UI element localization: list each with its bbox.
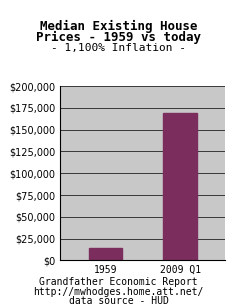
Text: http://mwhodges.home.att.net/: http://mwhodges.home.att.net/ (33, 287, 204, 297)
Text: data source - HUD: data source - HUD (68, 296, 169, 306)
Text: Prices - 1959 vs today: Prices - 1959 vs today (36, 31, 201, 44)
Text: - 1,100% Inflation -: - 1,100% Inflation - (51, 43, 186, 53)
Bar (88, 248, 122, 260)
Text: Median Existing House: Median Existing House (40, 20, 197, 33)
Bar (163, 113, 197, 260)
Text: Grandfather Economic Report: Grandfather Economic Report (39, 278, 198, 287)
